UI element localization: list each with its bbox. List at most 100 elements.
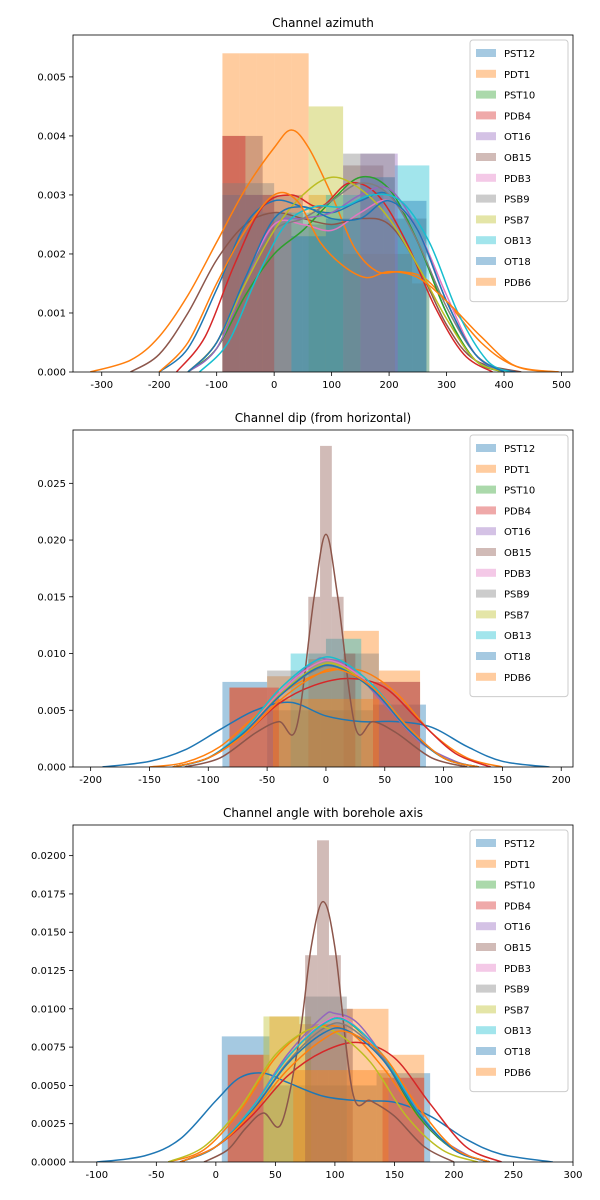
- legend-label: PDB3: [504, 964, 531, 975]
- x-tick-label: -100: [85, 1170, 108, 1181]
- kde-curve: [96, 1072, 553, 1162]
- legend-label: OT18: [504, 257, 531, 268]
- legend-label: PSB9: [504, 590, 530, 601]
- histogram-bar: [293, 1070, 389, 1162]
- histogram-bar: [325, 218, 361, 372]
- legend-box: [469, 829, 569, 1093]
- kde-curve: [198, 193, 511, 372]
- legend-swatch: [476, 610, 496, 619]
- y-tick-label: 0.010: [37, 649, 66, 660]
- legend-swatch: [476, 485, 496, 494]
- legend-swatch: [476, 1047, 496, 1055]
- kde-curve: [179, 1030, 490, 1162]
- x-tick-label: -200: [79, 775, 102, 786]
- legend-swatch: [476, 672, 496, 681]
- legend-swatch: [476, 215, 496, 224]
- x-tick-label: -150: [138, 775, 161, 786]
- histogram-bar: [308, 106, 344, 372]
- legend-label: PSB9: [504, 985, 530, 996]
- histogram-bar: [343, 630, 379, 767]
- legend-label: OB13: [504, 236, 531, 247]
- legend-label: PDT1: [504, 465, 530, 476]
- legend-swatch: [476, 194, 496, 203]
- legend: PST12 PDT1 PST10 PDB4 OT16 OB15 PDB3 PSB9 PSB7 OB…: [469, 434, 569, 698]
- legend-swatch: [476, 173, 496, 182]
- histogram-bar: [291, 236, 326, 372]
- histogram-bar: [343, 653, 356, 767]
- legend-label: PSB7: [504, 1005, 530, 1016]
- x-tick-label: -50: [148, 1170, 164, 1181]
- legend-label: PST12: [504, 49, 535, 60]
- legend-label: PDB6: [504, 1068, 531, 1079]
- y-tick-label: 0.015: [37, 592, 66, 603]
- plot-area: [102, 445, 550, 767]
- y-tick-label: 0.0075: [31, 1043, 66, 1054]
- legend-label: PDT1: [504, 860, 530, 871]
- legend-label: PDT1: [504, 70, 530, 81]
- x-tick-label: 150: [493, 775, 512, 786]
- x-tick-label: 50: [269, 1170, 282, 1181]
- x-tick-label: 400: [494, 380, 513, 391]
- legend-swatch: [476, 548, 496, 556]
- axes-frame: [72, 34, 574, 373]
- legend-label: PST10: [504, 486, 535, 497]
- legend-label: OB13: [504, 631, 531, 642]
- histogram-bar: [377, 253, 395, 372]
- histogram-bar: [267, 676, 309, 767]
- legend-swatch: [476, 132, 496, 141]
- kde-curve: [102, 701, 550, 767]
- histogram-bar: [394, 253, 413, 372]
- legend-label: PST12: [504, 444, 535, 455]
- histogram-bar: [320, 445, 332, 767]
- histogram-bar: [325, 194, 344, 372]
- chart-title: Channel dip (from horizontal): [235, 411, 411, 425]
- histogram-bar: [317, 840, 329, 1162]
- kde-curve: [172, 664, 480, 767]
- legend-swatch: [476, 506, 496, 515]
- histogram-bar: [360, 253, 378, 372]
- legend-label: PSB9: [504, 195, 530, 206]
- y-tick-label: 0.005: [37, 72, 66, 83]
- y-tick-label: 0.0050: [31, 1081, 66, 1092]
- legend-swatch: [476, 49, 496, 57]
- x-tick-label: 100: [325, 1170, 344, 1181]
- x-tick-label: 50: [378, 775, 391, 786]
- legend-label: OB13: [504, 1026, 531, 1037]
- legend-label: OT16: [504, 922, 531, 933]
- histogram-bar: [340, 1008, 353, 1162]
- legend-label: OB15: [504, 943, 531, 954]
- x-tick-label: 100: [322, 380, 341, 391]
- legend-swatch: [476, 631, 496, 640]
- kde-curve: [187, 175, 505, 372]
- legend-label: PDB4: [504, 506, 531, 517]
- legend-swatch: [476, 984, 496, 993]
- legend-label: OT18: [504, 1047, 531, 1058]
- axes-frame: [72, 824, 574, 1163]
- histogram-bar: [222, 53, 240, 372]
- x-tick-label: 0: [323, 775, 329, 786]
- legend-swatch: [476, 880, 496, 889]
- histogram-bar: [267, 670, 309, 767]
- legend-swatch: [476, 257, 496, 265]
- histogram-bar: [308, 596, 321, 767]
- plot-area: [96, 840, 553, 1162]
- legend-label: PST10: [504, 881, 535, 892]
- legend-label: PSB7: [504, 610, 530, 621]
- y-tick-label: 0.0100: [31, 1004, 66, 1015]
- histogram-bar: [308, 194, 326, 372]
- y-tick-label: 0.0000: [31, 1158, 66, 1169]
- histogram-bar: [378, 670, 421, 767]
- x-tick-label: -50: [259, 775, 275, 786]
- x-tick-label: 0: [271, 380, 277, 391]
- legend-label: OT18: [504, 652, 531, 663]
- x-tick-label: 200: [444, 1170, 463, 1181]
- legend-label: PDB4: [504, 111, 531, 122]
- legend-swatch: [476, 1026, 496, 1035]
- y-tick-label: 0.0150: [31, 928, 66, 939]
- histogram-bar: [269, 1085, 377, 1162]
- legend-swatch: [476, 1005, 496, 1014]
- legend: PST12 PDT1 PST10 PDB4 OT16 OB15 PDB3 PSB9 PSB7 OB…: [469, 39, 569, 303]
- kde-curve: [187, 176, 505, 372]
- kde-curve: [167, 1025, 479, 1162]
- legend-swatch: [476, 963, 496, 972]
